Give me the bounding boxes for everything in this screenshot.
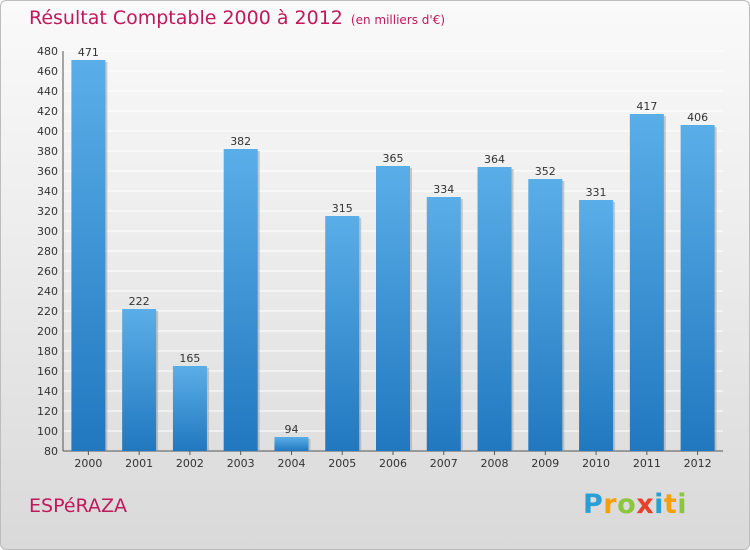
logo-letter: x xyxy=(636,489,655,520)
bar xyxy=(223,149,258,451)
bar-value-label: 334 xyxy=(433,183,454,196)
y-tick-label: 100 xyxy=(37,425,58,438)
bar-value-label: 406 xyxy=(687,111,708,124)
x-tick-label: 2004 xyxy=(277,457,305,470)
bar-value-label: 331 xyxy=(586,186,607,199)
y-tick-label: 300 xyxy=(37,225,58,238)
y-tick-label: 260 xyxy=(37,265,58,278)
x-tick-label: 2007 xyxy=(430,457,458,470)
y-axis-ticks: 80 100 120 140 160 180 200 220 240 260 280 300 320 34… xyxy=(37,45,58,458)
bar-value-label: 471 xyxy=(78,46,99,59)
bar xyxy=(528,179,563,451)
x-tick-label: 2000 xyxy=(74,457,102,470)
y-tick-label: 140 xyxy=(37,385,58,398)
bar-value-label: 165 xyxy=(179,352,200,365)
x-axis-ticks: 2000 2001 2002 2003 2004 2005 2006 2007 2008 2009… xyxy=(74,451,712,470)
logo-letter: i xyxy=(654,489,664,520)
y-tick-label: 360 xyxy=(37,165,58,178)
bar-value-label: 365 xyxy=(383,152,404,165)
bar xyxy=(426,197,461,451)
x-tick-label: 2006 xyxy=(379,457,407,470)
y-tick-label: 380 xyxy=(37,145,58,158)
bars: 471 222 165 382 94 315 365 334 364 352 331 417 406 xyxy=(71,46,717,451)
bar xyxy=(477,167,512,451)
chart-title: Résultat Comptable 2000 à 2012 (en millie… xyxy=(29,7,445,29)
bar xyxy=(122,309,157,451)
x-tick-label: 2011 xyxy=(633,457,661,470)
y-tick-label: 120 xyxy=(37,405,58,418)
y-tick-label: 280 xyxy=(37,245,58,258)
bar-value-label: 364 xyxy=(484,153,505,166)
chart-subtitle: (en milliers d'€) xyxy=(350,13,446,27)
y-tick-label: 320 xyxy=(37,205,58,218)
x-tick-label: 2008 xyxy=(481,457,509,470)
y-tick-label: 460 xyxy=(37,65,58,78)
y-tick-label: 220 xyxy=(37,305,58,318)
y-tick-label: 80 xyxy=(44,445,58,458)
y-tick-label: 480 xyxy=(37,45,58,58)
x-tick-label: 2001 xyxy=(125,457,153,470)
logo-letter: o xyxy=(617,489,637,520)
commune-name: ESPéRAZA xyxy=(29,495,127,517)
bar-value-label: 382 xyxy=(230,135,251,148)
x-tick-label: 2009 xyxy=(531,457,559,470)
bar-value-label: 352 xyxy=(535,165,556,178)
bar-value-label: 315 xyxy=(332,202,353,215)
x-tick-label: 2005 xyxy=(328,457,356,470)
y-tick-label: 400 xyxy=(37,125,58,138)
bar xyxy=(680,125,715,451)
bar xyxy=(325,216,360,451)
x-tick-label: 2003 xyxy=(227,457,255,470)
x-tick-label: 2002 xyxy=(176,457,204,470)
logo-letter: i xyxy=(677,489,688,520)
bar xyxy=(274,437,309,451)
y-tick-label: 180 xyxy=(37,345,58,358)
chart-title-text: Résultat Comptable 2000 à 2012 xyxy=(29,7,343,29)
y-tick-label: 440 xyxy=(37,85,58,98)
bar xyxy=(629,114,664,451)
bar-value-label: 94 xyxy=(284,423,298,436)
bar xyxy=(579,200,614,451)
bar xyxy=(71,60,106,451)
logo-letter: P xyxy=(583,489,604,520)
logo-letter: r xyxy=(603,489,618,520)
x-tick-label: 2010 xyxy=(582,457,610,470)
bar xyxy=(376,166,410,451)
x-tick-label: 2012 xyxy=(684,457,712,470)
y-tick-label: 420 xyxy=(37,105,58,118)
bar-value-label: 222 xyxy=(129,295,150,308)
bar-value-label: 417 xyxy=(636,100,657,113)
y-tick-label: 340 xyxy=(37,185,58,198)
y-tick-label: 240 xyxy=(37,285,58,298)
bar xyxy=(172,366,207,451)
proxiti-logo: Proxiti xyxy=(583,489,687,520)
y-tick-label: 200 xyxy=(37,325,58,338)
logo-letter: t xyxy=(663,489,678,520)
y-tick-label: 160 xyxy=(37,365,58,378)
